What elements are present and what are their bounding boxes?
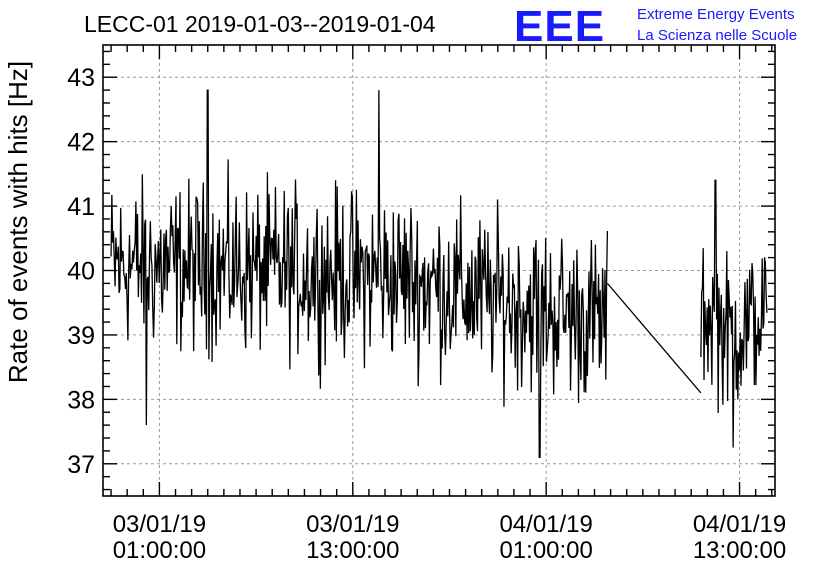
y-axis-label: Rate of events with hits [Hz]	[3, 61, 33, 383]
series-line-segment	[606, 282, 702, 394]
y-tick-label: 37	[67, 451, 95, 479]
y-tick-label: 42	[67, 129, 95, 157]
x-tick-label-time: 01:00:00	[499, 537, 592, 564]
x-tick-label-date: 03/01/19	[306, 511, 399, 538]
chart-title: LECC-01 2019-01-03--2019-01-04	[84, 11, 436, 37]
eee-logo: EEE Extreme Energy Events La Scienza nel…	[514, 2, 797, 51]
x-tick-label-time: 13:00:00	[306, 537, 399, 564]
plot-frame	[102, 44, 776, 497]
y-tick-label: 41	[67, 193, 95, 221]
y-tick-label: 43	[67, 64, 95, 92]
y-tick-labels: 37 38 39 40 41 42 43	[67, 64, 95, 479]
logo-mark: EEE	[514, 2, 605, 51]
x-tick-labels: 03/01/1901:00:0003/01/1913:00:0004/01/19…	[113, 511, 787, 564]
y-tick-label: 38	[67, 386, 95, 414]
logo-line-1: Extreme Energy Events	[637, 6, 795, 23]
x-tick-label-date: 04/01/19	[693, 511, 786, 538]
x-tick-label-time: 13:00:00	[693, 537, 786, 564]
series-line-segment	[110, 89, 609, 458]
y-tick-label: 40	[67, 258, 95, 286]
axis-ticks	[103, 45, 775, 496]
x-tick-label-date: 03/01/19	[113, 511, 206, 538]
x-tick-label-date: 04/01/19	[499, 511, 592, 538]
series-layer	[110, 89, 768, 458]
series-line-segment	[700, 179, 768, 448]
x-tick-label-time: 01:00:00	[113, 537, 206, 564]
logo-line-2: La Scienza nelle Scuole	[637, 27, 797, 44]
y-tick-label: 39	[67, 322, 95, 350]
